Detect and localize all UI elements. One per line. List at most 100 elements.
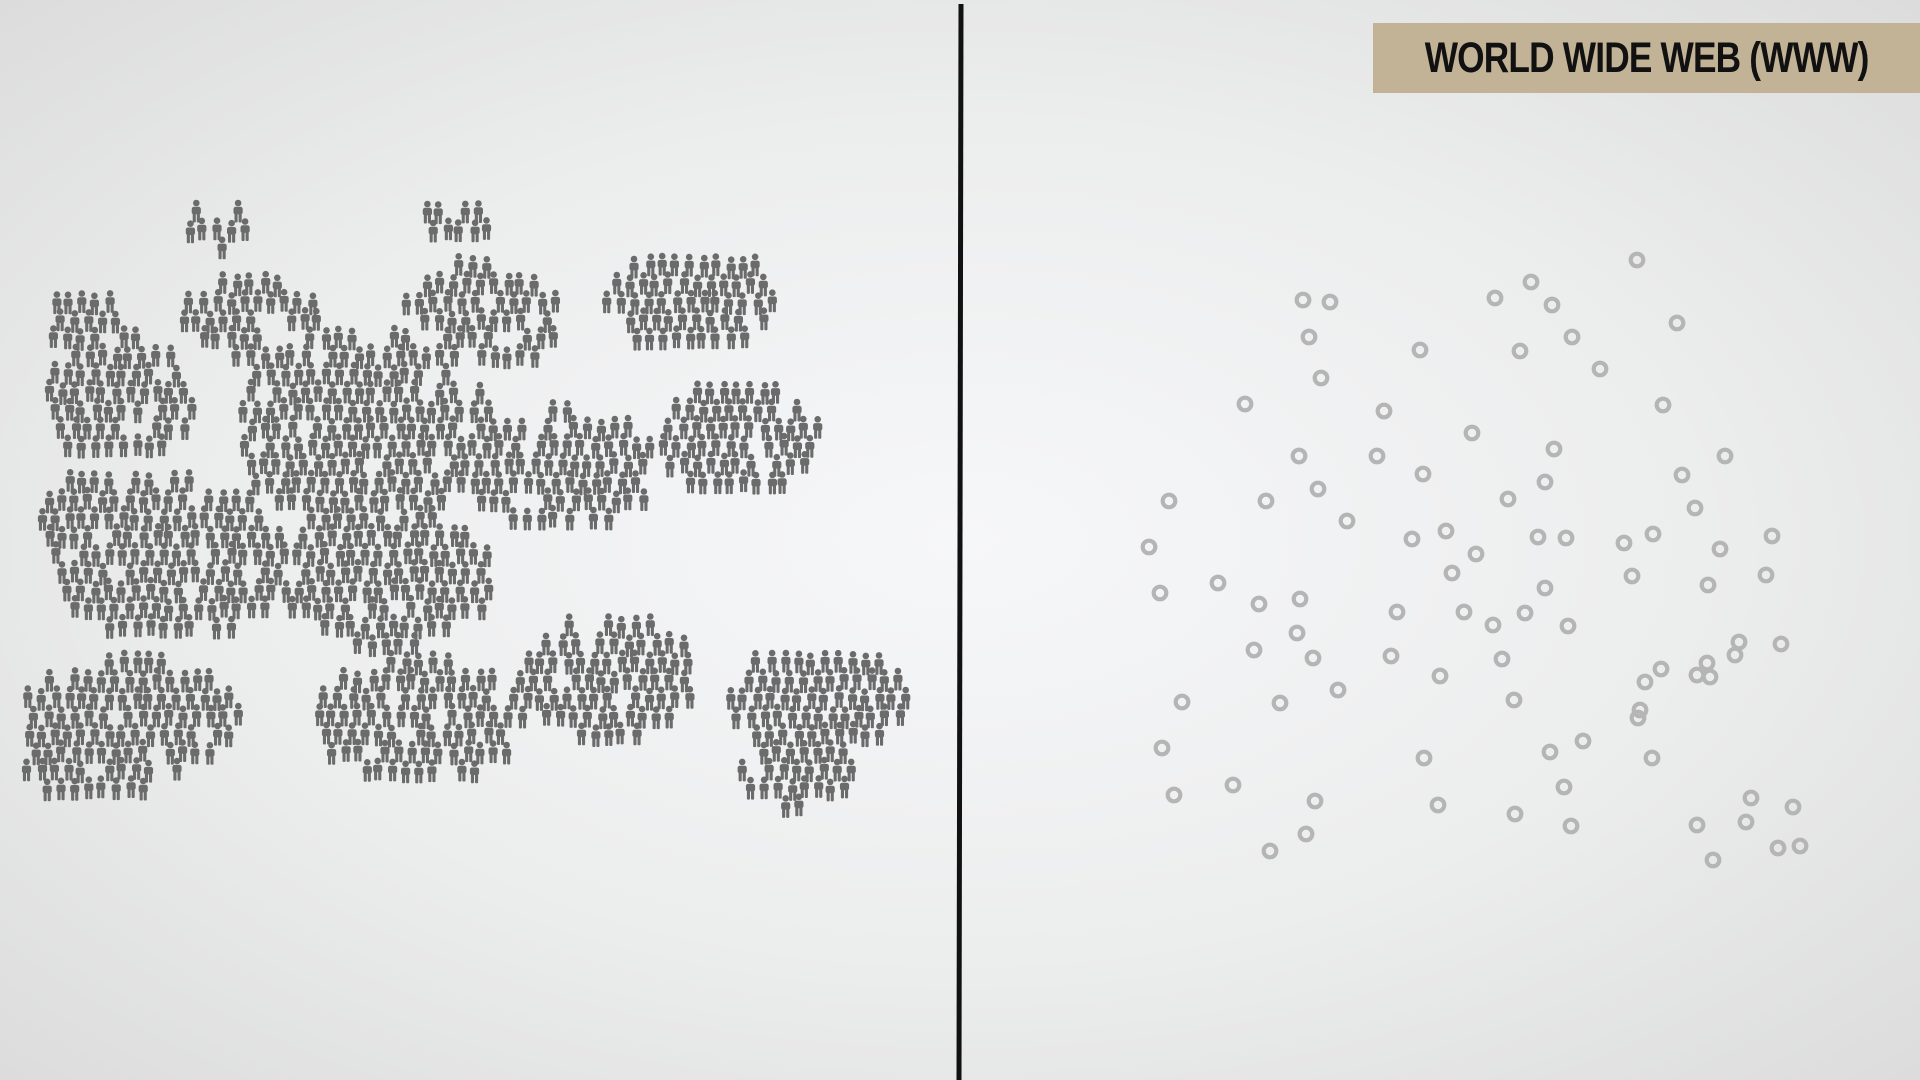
person-icon — [63, 326, 73, 350]
person-icon — [334, 614, 345, 638]
person-icon — [516, 307, 526, 331]
person-icon — [388, 758, 398, 782]
person-icon — [171, 364, 181, 388]
person-icon — [320, 470, 330, 494]
person-icon — [537, 507, 547, 531]
person-icon — [333, 722, 343, 745]
person-icon — [399, 360, 409, 384]
person-icon — [501, 489, 511, 513]
person-icon — [119, 505, 129, 528]
person-icon — [686, 435, 696, 459]
person-icon — [69, 526, 79, 550]
person-icon — [152, 667, 162, 690]
person-icon — [387, 469, 397, 492]
ring-node-icon — [1154, 587, 1167, 600]
person-icon — [785, 452, 795, 475]
ring-node-icon — [1332, 684, 1345, 697]
person-icon — [393, 631, 403, 655]
person-icon — [536, 471, 546, 495]
person-icon — [484, 577, 494, 601]
person-icon — [713, 471, 723, 495]
person-icon — [449, 343, 459, 367]
person-icon — [536, 326, 546, 350]
person-icon — [420, 740, 430, 764]
person-icon — [767, 649, 777, 673]
ring-node-icon — [1745, 792, 1758, 805]
person-icon — [792, 435, 802, 459]
person-icon — [454, 399, 464, 423]
person-icon — [315, 489, 325, 513]
person-icon — [89, 506, 100, 530]
person-icon — [470, 580, 480, 604]
person-icon — [476, 561, 486, 584]
person-icon — [200, 325, 210, 348]
person-icon — [110, 416, 120, 440]
person-icon — [394, 451, 404, 475]
person-icon — [305, 397, 315, 421]
person-icon — [365, 415, 376, 439]
ring-node-icon — [1657, 399, 1670, 412]
person-icon — [402, 397, 412, 421]
person-icon — [138, 777, 148, 801]
ring-node-icon — [1794, 840, 1807, 853]
ring-node-icon — [1212, 577, 1225, 590]
person-icon — [334, 471, 345, 494]
person-icon — [383, 562, 393, 586]
person-icon — [348, 578, 358, 602]
person-icon — [427, 505, 437, 528]
person-icon — [333, 325, 343, 349]
person-icon — [541, 632, 551, 656]
person-icon — [562, 686, 572, 710]
ring-node-icon — [1293, 450, 1306, 463]
person-icon — [787, 705, 798, 729]
person-icon — [91, 435, 101, 458]
person-icon — [84, 703, 94, 727]
person-icon — [352, 702, 362, 726]
person-icon — [477, 343, 487, 366]
person-icon — [571, 488, 581, 512]
person-icon — [171, 687, 181, 711]
ring-node-icon — [1294, 593, 1307, 606]
person-icon — [410, 378, 420, 402]
person-icon — [166, 562, 176, 586]
person-icon — [238, 399, 248, 423]
person-icon — [199, 505, 209, 529]
person-icon — [597, 487, 607, 511]
person-icon — [697, 433, 707, 457]
person-icon — [435, 669, 445, 692]
ring-node-icon — [1227, 779, 1240, 792]
person-icon — [638, 451, 648, 475]
person-icon — [360, 722, 370, 746]
person-icon — [334, 362, 344, 386]
person-icon — [828, 706, 838, 730]
person-icon — [85, 379, 95, 402]
ring-node-icon — [1163, 495, 1176, 508]
crowd-group — [21, 199, 911, 818]
person-icon — [556, 703, 566, 727]
person-icon — [341, 739, 351, 762]
person-icon — [602, 651, 612, 675]
person-icon — [710, 289, 720, 313]
ring-node-icon — [1487, 619, 1500, 632]
person-icon — [380, 488, 390, 512]
person-icon — [839, 775, 850, 799]
person-icon — [170, 469, 180, 493]
person-icon — [696, 325, 706, 349]
person-icon — [664, 705, 674, 729]
person-icon — [126, 379, 136, 403]
person-icon — [517, 417, 527, 441]
person-icon — [110, 310, 120, 334]
person-icon — [139, 595, 149, 619]
person-icon — [434, 559, 444, 583]
person-icon — [509, 686, 519, 710]
person-icon — [739, 435, 749, 459]
person-icon — [706, 450, 716, 474]
person-icon — [133, 650, 143, 674]
person-icon — [420, 307, 430, 331]
person-icon — [436, 487, 446, 511]
person-icon — [213, 722, 223, 746]
person-icon — [272, 274, 282, 298]
person-icon — [198, 578, 209, 601]
ring-node-icon — [1253, 598, 1266, 611]
person-icon — [477, 597, 487, 621]
